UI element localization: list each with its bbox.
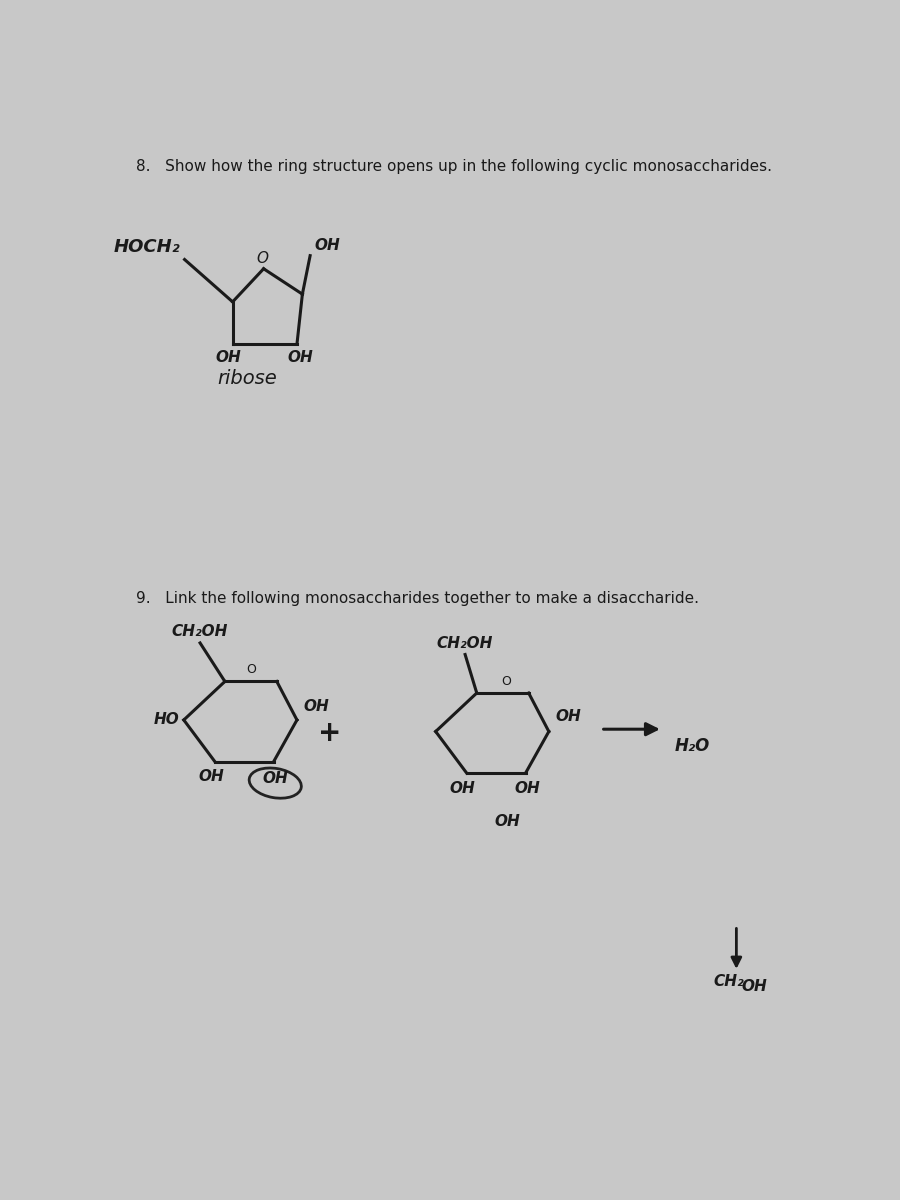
Text: H₂O: H₂O	[674, 737, 709, 755]
Text: OH: OH	[555, 709, 580, 724]
Text: OH: OH	[495, 814, 520, 829]
Text: 8.   Show how the ring structure opens up in the following cyclic monosaccharide: 8. Show how the ring structure opens up …	[136, 160, 772, 174]
Text: OH: OH	[450, 781, 476, 796]
Text: OH: OH	[742, 979, 768, 995]
Text: O: O	[501, 674, 511, 688]
Text: 9.   Link the following monosaccharides together to make a disaccharide.: 9. Link the following monosaccharides to…	[136, 590, 698, 606]
Text: O: O	[256, 251, 268, 265]
Text: CH₂OH: CH₂OH	[172, 624, 229, 640]
Text: HOCH₂: HOCH₂	[114, 239, 181, 257]
Text: OH: OH	[314, 239, 340, 253]
Text: OH: OH	[216, 350, 241, 365]
Text: O: O	[246, 664, 256, 676]
Text: HO: HO	[153, 713, 179, 727]
Text: OH: OH	[303, 698, 328, 714]
Text: OH: OH	[514, 781, 540, 796]
Text: OH: OH	[288, 350, 314, 365]
Text: OH: OH	[263, 770, 288, 786]
Text: +: +	[318, 719, 341, 748]
Text: CH₂: CH₂	[713, 974, 743, 989]
Text: CH₂OH: CH₂OH	[436, 636, 493, 650]
Text: ribose: ribose	[217, 368, 277, 388]
Text: OH: OH	[198, 769, 224, 785]
